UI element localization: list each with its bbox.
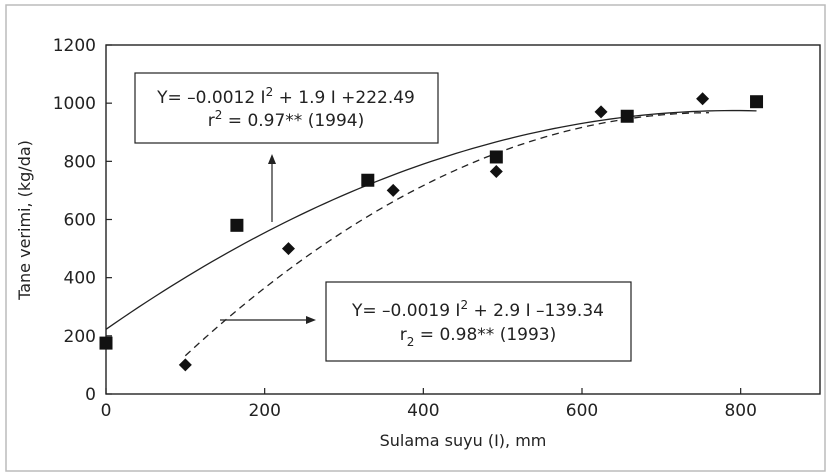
square-marker — [620, 109, 634, 123]
plot-area: 0 200 400 600 800 1000 1200 0 200 400 600 800 — [53, 36, 821, 421]
fit-curve-1993 — [184, 112, 709, 357]
y-tick-label: 1000 — [53, 94, 96, 114]
y-tick-label: 800 — [64, 152, 96, 172]
equation-1994-line1-sup: 2 — [266, 85, 274, 99]
x-tick-label: 200 — [248, 401, 280, 421]
y-axis-ticks: 0 200 400 600 800 1000 1200 — [53, 36, 112, 405]
diamond-marker — [281, 242, 295, 256]
equation-1994-line2: r2 = 0.97** (1994) — [208, 108, 364, 131]
equation-1994-line2-b: = 0.97** (1994) — [222, 111, 364, 131]
equation-1994-line1: Y= –0.0012 I2 + 1.9 I +222.49 — [156, 85, 415, 108]
square-marker — [750, 95, 764, 109]
y-tick-label: 400 — [64, 269, 96, 289]
equation-box-1993: Y= –0.0019 I2 + 2.9 I –139.34 r2 = 0.98*… — [325, 281, 632, 362]
equation-1993-line1-sup: 2 — [460, 298, 468, 312]
diamond-marker — [696, 92, 710, 106]
fit-curve-1994 — [105, 109, 757, 330]
arrow-1993 — [220, 316, 316, 324]
diamond-marker — [489, 165, 503, 179]
arrow-1994 — [268, 154, 276, 222]
square-marker — [489, 150, 503, 164]
equation-box-1994: Y= –0.0012 I2 + 1.9 I +222.49 r2 = 0.97*… — [134, 72, 439, 144]
x-axis-ticks: 0 200 400 600 800 — [101, 388, 757, 421]
equation-1993-line2-a: r — [400, 325, 407, 345]
equation-1994-line2-a: r — [208, 111, 215, 131]
x-tick-label: 0 — [101, 401, 112, 421]
equation-1994-line1-a: Y= –0.0012 I — [156, 88, 265, 108]
square-marker — [99, 336, 113, 350]
x-tick-label: 400 — [407, 401, 439, 421]
x-tick-label: 600 — [566, 401, 598, 421]
equation-box-1994-frame — [134, 72, 439, 144]
square-marker — [230, 218, 244, 232]
diamond-marker — [178, 358, 192, 372]
x-axis-title: Sulama suyu (I), mm — [380, 431, 547, 450]
equation-1993-line2-sub: 2 — [407, 335, 415, 349]
square-marker — [361, 173, 375, 187]
equation-1993-line1-b: + 2.9 I –139.34 — [468, 301, 604, 321]
equation-box-1993-frame — [325, 281, 632, 362]
x-tick-label: 800 — [724, 401, 756, 421]
y-tick-label: 0 — [85, 385, 96, 405]
y-axis-title: Tane verimi, (kg/da) — [15, 140, 34, 301]
diamond-marker — [386, 183, 400, 197]
equation-1993-line1: Y= –0.0019 I2 + 2.9 I –139.34 — [351, 298, 604, 321]
equation-1994-line1-b: + 1.9 I +222.49 — [273, 88, 415, 108]
equation-1993-line1-a: Y= –0.0019 I — [351, 301, 460, 321]
y-tick-label: 1200 — [53, 36, 96, 56]
equation-1993-line2: r2 = 0.98** (1993) — [400, 325, 556, 349]
data-points — [99, 92, 764, 372]
equation-1994-line2-sup: 2 — [215, 108, 223, 122]
y-tick-label: 200 — [64, 327, 96, 347]
y-tick-label: 600 — [64, 211, 96, 231]
equation-1993-line2-b: = 0.98** (1993) — [414, 325, 556, 345]
fit-curves — [105, 109, 757, 357]
diamond-marker — [594, 105, 608, 119]
